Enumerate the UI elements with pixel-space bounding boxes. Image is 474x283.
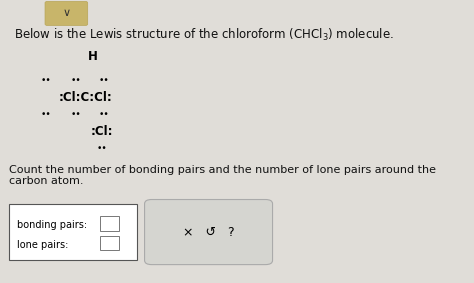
Text: lone pairs:: lone pairs: <box>17 240 68 250</box>
Text: :Cl:: :Cl: <box>91 125 113 138</box>
FancyBboxPatch shape <box>45 1 88 25</box>
Text: Count the number of bonding pairs and the number of lone pairs around the carbon: Count the number of bonding pairs and th… <box>9 165 437 186</box>
Text: ••: •• <box>97 144 107 153</box>
Text: ×   ↺   ?: × ↺ ? <box>183 226 234 239</box>
Text: ••: •• <box>41 76 51 85</box>
Text: bonding pairs:: bonding pairs: <box>17 220 87 230</box>
Bar <box>100 216 118 231</box>
Text: Below is the Lewis structure of the chloroform $\left(\mathrm{CHCl_3}\right)$ mo: Below is the Lewis structure of the chlo… <box>14 27 394 43</box>
Text: ••: •• <box>71 110 82 119</box>
Text: :Cl:C:Cl:: :Cl:C:Cl: <box>58 91 112 104</box>
FancyBboxPatch shape <box>9 204 137 260</box>
Text: ••: •• <box>41 110 51 119</box>
Text: ••: •• <box>71 76 82 85</box>
Text: ••: •• <box>98 110 109 119</box>
Text: ∨: ∨ <box>62 8 71 18</box>
FancyBboxPatch shape <box>145 200 273 265</box>
Bar <box>100 236 118 250</box>
Text: ••: •• <box>98 76 109 85</box>
Text: H: H <box>88 50 97 63</box>
